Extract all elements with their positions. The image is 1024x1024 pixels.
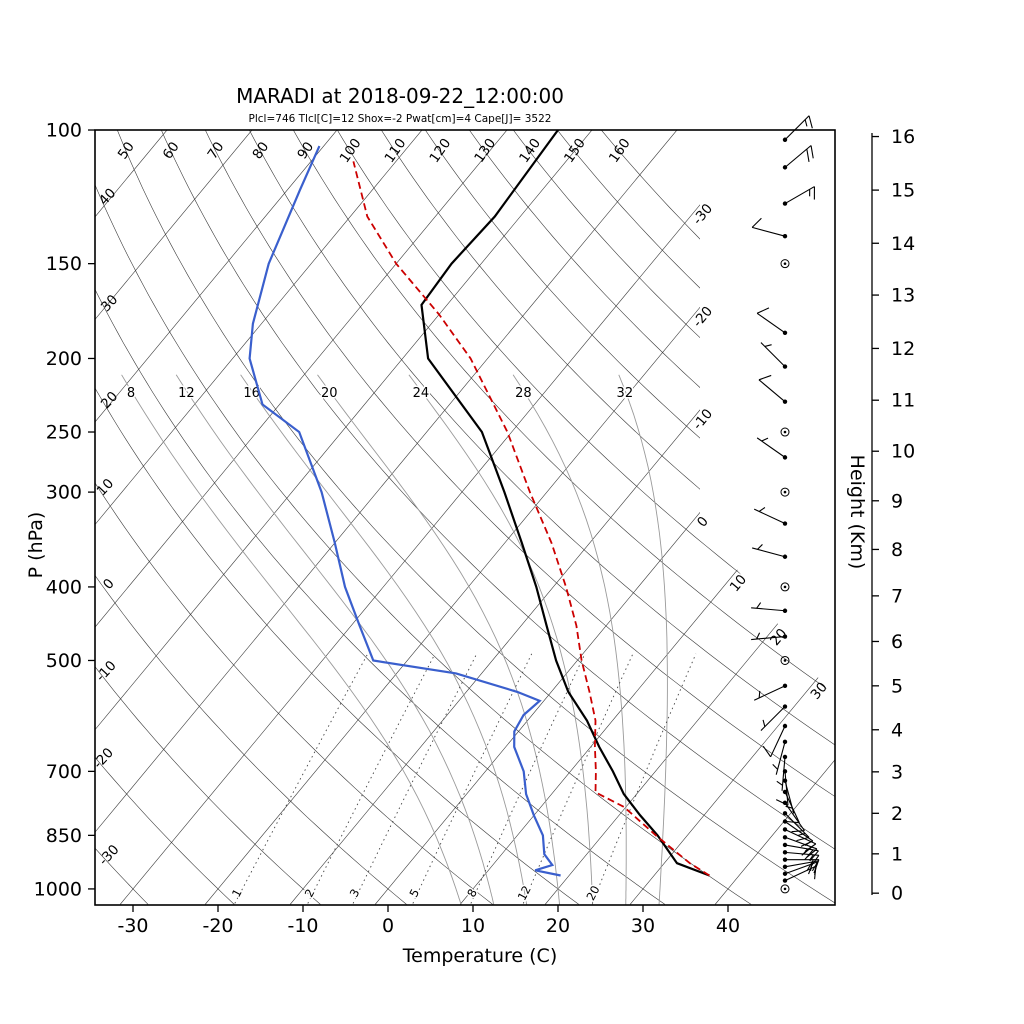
- svg-text:14: 14: [891, 233, 915, 255]
- svg-text:120: 120: [426, 136, 454, 166]
- svg-text:30: 30: [631, 915, 655, 937]
- svg-text:80: 80: [249, 139, 272, 162]
- svg-text:40: 40: [96, 185, 119, 208]
- svg-text:13: 13: [891, 285, 915, 307]
- svg-text:700: 700: [46, 761, 82, 783]
- svg-text:20: 20: [546, 915, 570, 937]
- svg-text:11: 11: [891, 390, 915, 412]
- svg-text:20: 20: [98, 389, 121, 412]
- svg-text:10: 10: [891, 441, 915, 463]
- dewpoint-curve: [248, 145, 561, 877]
- svg-text:16: 16: [891, 126, 915, 148]
- svg-text:1000: 1000: [34, 878, 82, 900]
- svg-text:250: 250: [46, 422, 82, 444]
- svg-text:-20: -20: [690, 303, 716, 330]
- svg-text:0: 0: [100, 576, 118, 593]
- svg-text:70: 70: [205, 139, 228, 162]
- svg-text:32: 32: [617, 386, 634, 401]
- svg-text:20: 20: [583, 883, 602, 902]
- svg-text:30: 30: [808, 679, 831, 702]
- svg-text:1: 1: [891, 843, 903, 865]
- svg-text:8: 8: [891, 539, 903, 561]
- background-grid: [95, 130, 835, 905]
- temperature-curve: [420, 129, 710, 877]
- svg-text:12: 12: [178, 386, 195, 401]
- svg-text:10: 10: [94, 476, 117, 499]
- svg-text:100: 100: [337, 136, 365, 166]
- svg-text:10: 10: [727, 572, 750, 595]
- mixing-ratio-lines: [234, 653, 697, 904]
- svg-text:1: 1: [229, 886, 245, 899]
- svg-text:130: 130: [471, 136, 499, 166]
- svg-text:110: 110: [382, 136, 410, 166]
- svg-text:50: 50: [115, 139, 138, 162]
- svg-text:-30: -30: [117, 915, 148, 937]
- svg-text:20: 20: [321, 386, 338, 401]
- svg-text:-10: -10: [690, 406, 716, 433]
- parcel-curve: [352, 161, 710, 877]
- height-axis: [871, 133, 879, 895]
- svg-text:0: 0: [382, 915, 394, 937]
- pressure-axis-label: P (hPa): [25, 512, 47, 579]
- svg-text:400: 400: [46, 576, 82, 598]
- svg-text:500: 500: [46, 650, 82, 672]
- svg-text:28: 28: [515, 386, 532, 401]
- svg-text:-10: -10: [93, 658, 120, 685]
- svg-text:5: 5: [891, 675, 903, 697]
- svg-text:-30: -30: [690, 201, 716, 228]
- svg-text:3: 3: [891, 761, 903, 783]
- svg-text:0: 0: [891, 883, 903, 905]
- svg-text:2: 2: [302, 886, 318, 899]
- svg-text:-30: -30: [96, 842, 123, 869]
- grid-labels: 50 60 70 80 90 100 110 120 130 140 150 160403020100…: [34, 120, 916, 937]
- svg-text:16: 16: [243, 386, 260, 401]
- temperature-axis-label: Temperature (C): [402, 945, 558, 967]
- svg-text:-10: -10: [287, 915, 318, 937]
- svg-text:300: 300: [46, 482, 82, 504]
- svg-text:6: 6: [891, 631, 903, 653]
- svg-text:24: 24: [413, 386, 430, 401]
- svg-text:3: 3: [347, 886, 363, 899]
- svg-text:4: 4: [891, 719, 903, 741]
- svg-text:150: 150: [46, 253, 82, 275]
- svg-text:-20: -20: [202, 915, 233, 937]
- svg-text:100: 100: [46, 120, 82, 142]
- svg-text:40: 40: [716, 915, 740, 937]
- svg-text:60: 60: [160, 139, 183, 162]
- axes: [88, 129, 836, 912]
- moist-adiabat-lines: [121, 374, 668, 905]
- svg-text:2: 2: [891, 803, 903, 825]
- svg-text:850: 850: [46, 825, 82, 847]
- svg-text:140: 140: [516, 136, 544, 166]
- wind-barbs: [751, 115, 820, 894]
- chart-subtitle: Plcl=746 Tlcl[C]=12 Shox=-2 Pwat[cm]=4 C…: [249, 113, 552, 125]
- svg-text:8: 8: [127, 386, 135, 401]
- svg-text:15: 15: [891, 180, 915, 202]
- svg-text:12: 12: [891, 338, 915, 360]
- sounding-curves: [248, 129, 710, 877]
- svg-text:7: 7: [891, 585, 903, 607]
- svg-text:10: 10: [461, 915, 485, 937]
- svg-text:12: 12: [515, 883, 534, 902]
- chart-title: MARADI at 2018-09-22_12:00:00: [236, 84, 564, 108]
- svg-text:9: 9: [891, 490, 903, 512]
- height-axis-label: Height (Km): [846, 455, 868, 570]
- svg-text:200: 200: [46, 348, 82, 370]
- svg-text:0: 0: [694, 514, 712, 531]
